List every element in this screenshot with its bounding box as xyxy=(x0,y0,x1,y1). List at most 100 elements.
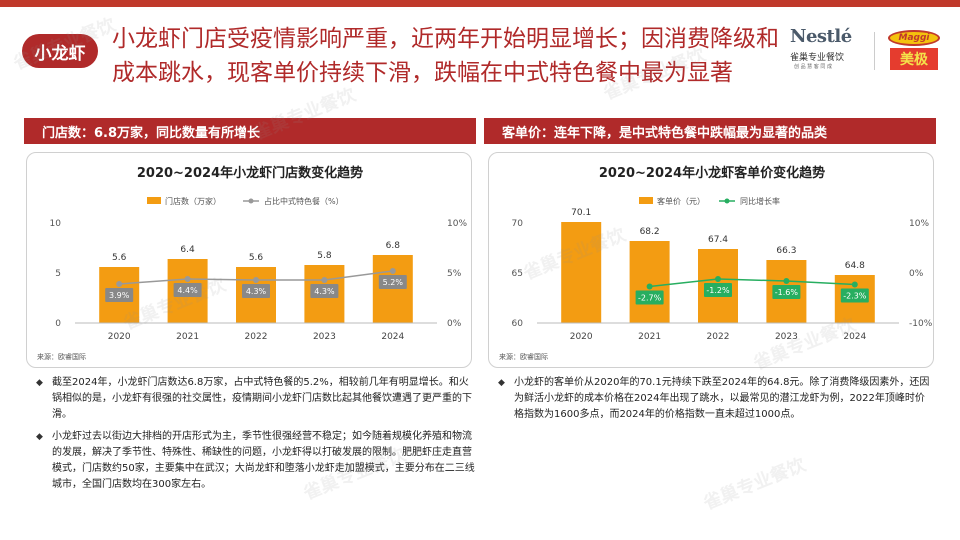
line-value-label: -2.3% xyxy=(843,292,867,301)
y-tick-label: 0 xyxy=(55,319,61,329)
store-count-notes: ◆ 截至2024年，小龙虾门店数达6.8万家，占中式特色餐的5.2%，相较前几年有… xyxy=(36,375,476,499)
y2-tick-label: 0% xyxy=(909,269,924,279)
logo-divider xyxy=(874,32,875,70)
bar-value-label: 5.6 xyxy=(112,253,127,263)
line-value-label: 3.9% xyxy=(109,291,130,300)
line-value-label: 4.3% xyxy=(246,287,267,296)
line-marker xyxy=(184,276,191,282)
y2-tick-label: 5% xyxy=(447,269,462,279)
legend-label: 门店数（万家） xyxy=(165,196,221,206)
line-value-label: -1.6% xyxy=(775,288,799,297)
bar xyxy=(561,222,602,323)
chart-source: 来源：欧睿国际 xyxy=(499,352,548,361)
x-tick-label: 2022 xyxy=(245,332,268,342)
line-marker xyxy=(715,276,721,282)
nestle-slogan: 创 品 慧 客 同 成 xyxy=(794,64,832,70)
top-accent-bar xyxy=(0,0,960,7)
bar-value-label: 68.2 xyxy=(640,227,660,237)
line-label-box xyxy=(378,275,407,289)
note-text: 截至2024年，小龙虾门店数达6.8万家，占中式特色餐的5.2%，相较前几年有明… xyxy=(52,377,472,420)
line-marker xyxy=(321,277,328,283)
x-tick-label: 2020 xyxy=(108,332,131,342)
y2-tick-label: 0% xyxy=(447,319,462,329)
x-tick-label: 2024 xyxy=(381,332,404,342)
legend-swatch-marker xyxy=(724,198,730,204)
diamond-bullet-icon: ◆ xyxy=(36,432,43,442)
y2-tick-label: 10% xyxy=(447,219,467,229)
category-tag: 小龙虾 xyxy=(22,34,98,68)
avg-spend-notes: ◆ 小龙虾的客单价从2020年的70.1元持续下跌至2024年的64.8元。除了消… xyxy=(498,375,932,429)
line-marker xyxy=(389,268,396,274)
chart-title: 2020~2024年小龙虾客单价变化趋势 xyxy=(599,165,825,181)
legend-label: 同比增长率 xyxy=(740,196,780,206)
line-marker xyxy=(783,278,790,284)
store-count-section-header: 门店数：6.8万家，同比数量有所增长 xyxy=(24,118,476,144)
line-label-box xyxy=(310,284,339,298)
legend-label: 客单价（元） xyxy=(657,196,705,206)
chart-source: 来源：欧睿国际 xyxy=(37,352,86,361)
chart-title: 2020~2024年小龙虾门店数变化趋势 xyxy=(137,165,363,181)
bar-value-label: 5.6 xyxy=(249,253,264,263)
y-tick-label: 5 xyxy=(55,269,61,279)
bar-value-label: 66.3 xyxy=(776,246,796,256)
x-tick-label: 2024 xyxy=(843,332,866,342)
legend-swatch-marker xyxy=(248,198,254,204)
line-value-label: -2.7% xyxy=(638,294,662,303)
line-label-box xyxy=(704,283,732,297)
bar-value-label: 5.8 xyxy=(317,251,332,261)
line-value-label: 4.4% xyxy=(177,286,198,295)
x-tick-label: 2023 xyxy=(313,332,336,342)
maggi-logo: Maggi 美极 xyxy=(888,30,940,72)
line-value-label: 5.2% xyxy=(383,278,404,287)
line-value-label: 4.3% xyxy=(314,287,335,296)
watermark: 雀巢专业餐饮 xyxy=(700,454,809,515)
x-tick-label: 2020 xyxy=(570,332,593,342)
note-item: ◆ 小龙虾的客单价从2020年的70.1元持续下跌至2024年的64.8元。除了消… xyxy=(498,375,932,423)
x-tick-label: 2023 xyxy=(775,332,798,342)
y-tick-label: 10 xyxy=(50,219,62,229)
note-text: 小龙虾的客单价从2020年的70.1元持续下跌至2024年的64.8元。除了消费… xyxy=(514,377,930,420)
bar-value-label: 6.8 xyxy=(386,241,401,251)
maggi-brand-text: Maggi xyxy=(888,30,940,46)
bar-value-label: 64.8 xyxy=(845,261,865,271)
avg-spend-section-header: 客单价：连年下降，是中式特色餐中跌幅最为显著的品类 xyxy=(484,118,936,144)
line-label-box xyxy=(772,285,801,299)
y2-tick-label: 10% xyxy=(909,219,929,229)
line-marker xyxy=(646,283,653,290)
note-item: ◆ 截至2024年，小龙虾门店数达6.8万家，占中式特色餐的5.2%，相较前几年有… xyxy=(36,375,476,423)
avg-spend-chart-panel: 2020~2024年小龙虾客单价变化趋势客单价（元） 同比增长率 60 65 70 -10… xyxy=(488,152,934,368)
line-value-label: -1.2% xyxy=(706,286,730,295)
bar-value-label: 6.4 xyxy=(180,245,195,255)
line-label-box xyxy=(635,290,664,305)
bar xyxy=(629,241,670,323)
diamond-bullet-icon: ◆ xyxy=(498,378,505,388)
legend-label: 占比中式特色餐（%） xyxy=(264,196,344,206)
x-tick-label: 2021 xyxy=(638,332,661,342)
diamond-bullet-icon: ◆ xyxy=(36,378,43,388)
bar-value-label: 70.1 xyxy=(571,208,591,218)
legend-swatch-bar xyxy=(147,197,161,204)
maggi-chinese-text: 美极 xyxy=(890,48,938,70)
line-marker xyxy=(851,281,858,288)
y-tick-label: 65 xyxy=(512,269,523,279)
bar-value-label: 67.4 xyxy=(708,235,728,245)
nestle-subtitle: 雀巢专业餐饮 xyxy=(790,53,845,63)
line-label-box xyxy=(242,284,270,298)
y-tick-label: 60 xyxy=(512,319,524,329)
note-text: 小龙虾过去以街边大排档的开店形式为主，季节性很强经营不稳定；如今随着规模化养殖和… xyxy=(52,431,475,490)
series-line xyxy=(649,278,855,288)
line-label-box xyxy=(105,288,134,302)
legend-swatch-bar xyxy=(639,197,653,204)
page-title: 小龙虾门店受疫情影响严重，近两年开始明显增长；因消费降级和成本跳水，现客单价持续… xyxy=(112,26,779,86)
line-marker xyxy=(253,277,259,283)
nestle-brand-text: Nestlé xyxy=(790,26,852,47)
line-marker xyxy=(116,281,123,287)
y2-tick-label: -10% xyxy=(909,319,933,329)
nestle-logo: Nestlé 雀巢专业餐饮 创 品 慧 客 同 成 xyxy=(790,24,870,74)
line-label-box xyxy=(173,283,202,297)
store-count-chart-panel: 2020~2024年小龙虾门店数变化趋势门店数（万家） 占比中式特色餐（%） 0 5 1… xyxy=(26,152,472,368)
y-tick-label: 70 xyxy=(512,219,524,229)
x-tick-label: 2022 xyxy=(707,332,730,342)
